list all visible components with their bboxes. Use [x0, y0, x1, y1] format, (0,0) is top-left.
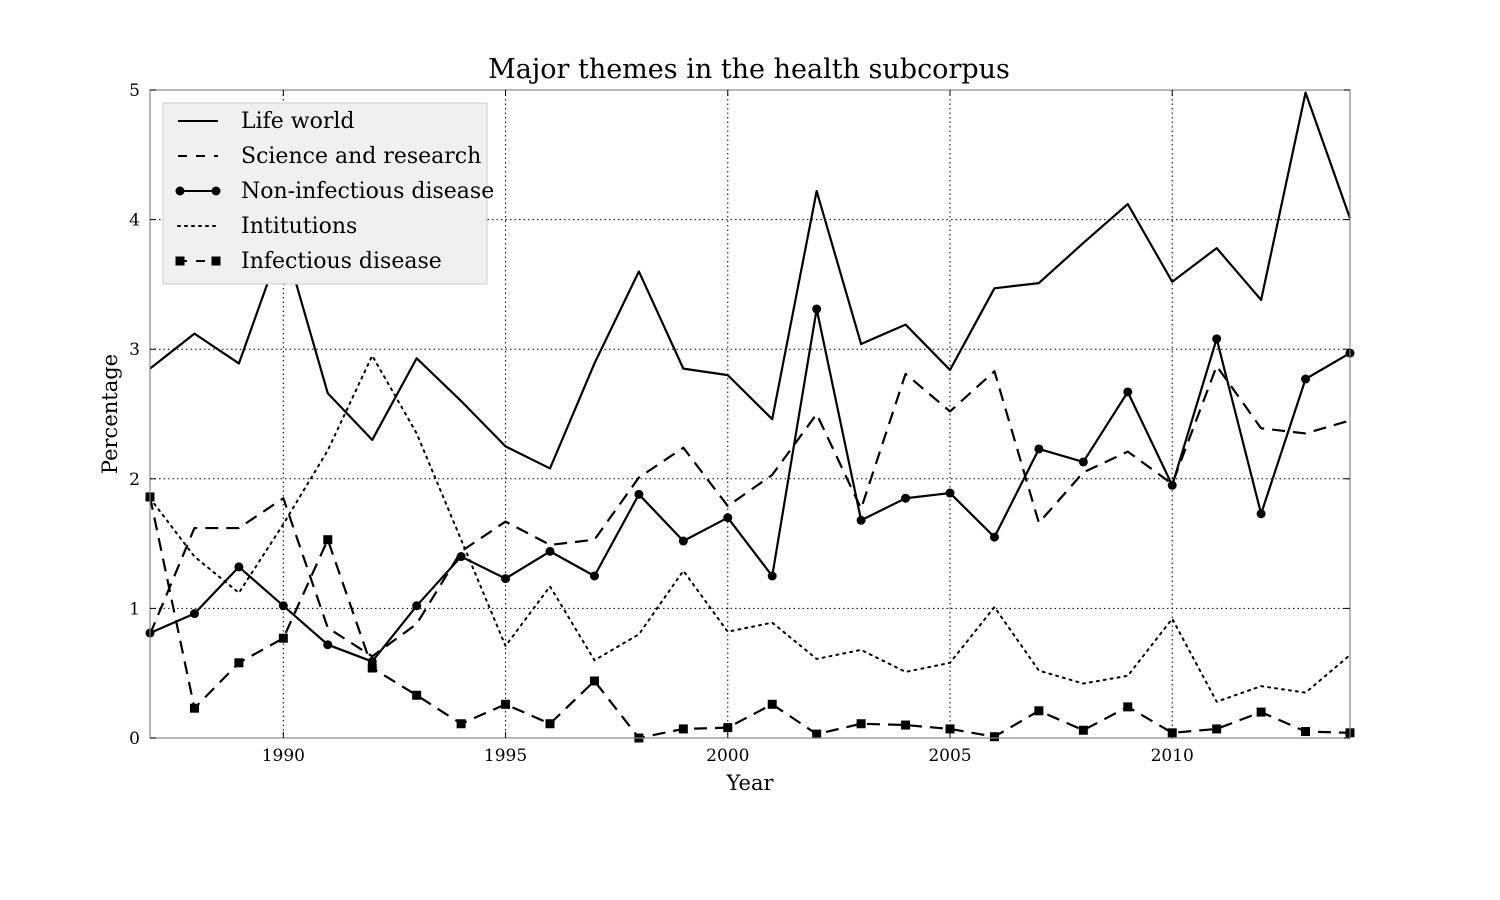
legend-item-science-and-research: Science and research — [178, 144, 481, 169]
y-tick-label: 1 — [129, 599, 140, 619]
data-point — [323, 640, 333, 650]
x-tick-label: 1990 — [262, 746, 305, 766]
data-point — [856, 515, 866, 525]
legend-label: Life world — [241, 109, 355, 134]
series-science-and-research — [148, 364, 1351, 658]
legend-marker — [211, 256, 221, 266]
data-point — [1034, 444, 1044, 454]
data-point — [1034, 706, 1044, 716]
series-line — [148, 496, 1351, 740]
data-point — [945, 488, 955, 498]
legend-label: Non-infectious disease — [241, 179, 494, 204]
y-tick-label: 4 — [129, 211, 140, 231]
data-point — [1123, 387, 1133, 397]
x-axis-label: Year — [725, 771, 774, 795]
y-axis-label: Percentage — [98, 354, 122, 474]
data-point — [545, 719, 555, 729]
legend-item-life-world: Life world — [178, 109, 355, 134]
series-non-infectious-disease — [145, 304, 1355, 667]
data-point — [812, 304, 822, 314]
data-point — [1256, 509, 1266, 519]
chart-title: Major themes in the health subcorpus — [488, 54, 1010, 85]
legend-label: Intitutions — [241, 214, 357, 239]
data-point — [1123, 702, 1133, 712]
data-point — [501, 574, 511, 584]
y-tick-label: 3 — [129, 340, 140, 360]
data-point — [767, 699, 777, 709]
legend-marker — [175, 256, 185, 266]
series-line — [148, 364, 1351, 658]
data-point — [767, 571, 777, 581]
data-point — [1167, 480, 1177, 490]
legend-item-non-infectious-disease: Non-infectious disease — [175, 179, 494, 204]
x-tick-label: 2005 — [928, 746, 971, 766]
data-point — [989, 532, 999, 542]
data-point — [901, 493, 911, 503]
data-point — [723, 513, 733, 523]
series-layer — [145, 91, 1355, 743]
data-point — [589, 571, 599, 581]
axis-ticks: 1990 1995 2000 2005 2010 0 1 2 3 4 5 — [129, 81, 1350, 766]
data-point — [1256, 707, 1266, 717]
data-point — [1078, 457, 1088, 467]
series-life-world — [149, 91, 1352, 470]
data-point — [1078, 725, 1088, 735]
data-point — [323, 535, 333, 545]
data-point — [189, 703, 199, 713]
plot-frame — [149, 89, 1351, 739]
data-point — [545, 546, 555, 556]
data-point — [856, 719, 866, 729]
legend: Life world Science and research Non-infect… — [162, 102, 494, 285]
series-infectious-disease — [145, 492, 1355, 743]
data-point — [989, 732, 999, 742]
data-point — [1212, 334, 1222, 344]
y-tick-label: 5 — [129, 81, 140, 101]
x-tick-label: 2010 — [1151, 746, 1194, 766]
data-point — [634, 489, 644, 499]
series-line — [149, 91, 1352, 470]
data-point — [189, 609, 199, 619]
x-tick-label: 2000 — [706, 746, 749, 766]
data-point — [278, 601, 288, 611]
data-point — [901, 720, 911, 730]
data-point — [456, 719, 466, 729]
series-line — [149, 354, 1351, 703]
data-point — [412, 601, 422, 611]
data-point — [278, 633, 288, 643]
legend-marker — [175, 186, 185, 196]
legend-marker — [211, 186, 221, 196]
data-point — [367, 663, 377, 673]
y-tick-label: 0 — [129, 729, 140, 749]
data-point — [678, 536, 688, 546]
legend-label: Infectious disease — [241, 249, 442, 274]
data-point — [234, 562, 244, 572]
data-point — [501, 699, 511, 709]
data-point — [678, 724, 688, 734]
legend-label: Science and research — [241, 144, 481, 169]
data-point — [723, 723, 733, 733]
legend-item-intitutions: Intitutions — [177, 214, 357, 239]
data-point — [456, 552, 466, 562]
data-point — [234, 658, 244, 668]
data-point — [945, 724, 955, 734]
data-point — [812, 729, 822, 739]
data-point — [1212, 724, 1222, 734]
y-tick-label: 2 — [129, 470, 140, 490]
x-tick-label: 1995 — [484, 746, 527, 766]
series-intitutions — [149, 354, 1351, 703]
data-point — [589, 676, 599, 686]
legend-item-infectious-disease: Infectious disease — [175, 249, 442, 274]
data-point — [1301, 727, 1311, 737]
series-line — [149, 307, 1351, 663]
data-point — [1301, 374, 1311, 384]
data-point — [412, 690, 422, 700]
